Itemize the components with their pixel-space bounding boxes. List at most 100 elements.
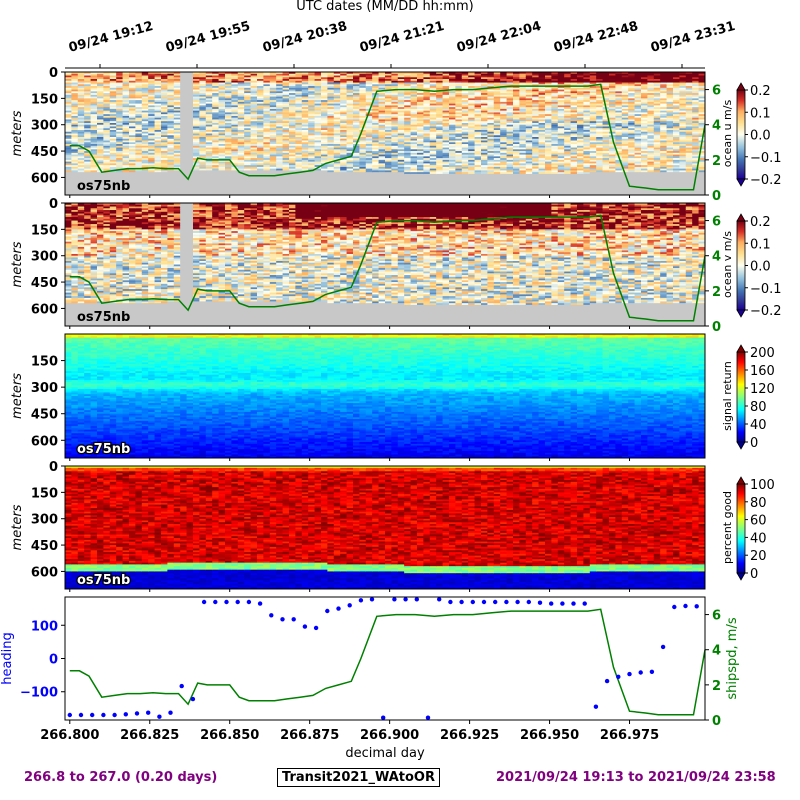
heatmap-cell (346, 72, 354, 75)
heatmap-cell (321, 87, 328, 91)
heatmap-cell (429, 140, 437, 143)
heatmap-cell (493, 135, 501, 138)
heatmap-cell (282, 122, 290, 126)
heatmap-cell (186, 180, 194, 184)
heatmap-cell (65, 144, 72, 147)
heatmap-cell (461, 103, 469, 106)
heatmap-cell (365, 177, 373, 180)
heatmap-cell (289, 170, 296, 173)
heatmap-cell (365, 131, 373, 135)
heatmap-cell (372, 168, 380, 171)
heatmap-cell (122, 189, 130, 193)
heatmap-cell (359, 129, 367, 133)
heatmap-cell (359, 138, 367, 142)
heatmap-cell (493, 103, 501, 106)
heatmap-cell (295, 128, 303, 131)
heatmap-cell (97, 135, 104, 138)
heatmap-cell (116, 77, 124, 80)
heatmap-cell (135, 73, 143, 77)
heatmap-cell (122, 191, 130, 194)
heatmap-cell (237, 72, 245, 75)
heatmap-cell (295, 72, 303, 75)
heatmap-cell (455, 73, 463, 77)
heatmap-cell (173, 182, 181, 186)
heatmap-cell (116, 94, 124, 98)
heatmap-cell (173, 124, 181, 128)
heatmap-cell (513, 193, 520, 195)
heatmap-cell (436, 94, 444, 98)
heatmap-cell (180, 129, 188, 133)
heatmap-cell (129, 89, 136, 92)
heatmap-cell (321, 159, 328, 163)
heatmap-cell (429, 138, 437, 142)
heatmap-cell (218, 108, 226, 112)
heatmap-cell (141, 138, 149, 142)
heatmap-cell (404, 72, 412, 75)
heatmap-cell (314, 180, 322, 184)
heatmap-cell (308, 145, 316, 149)
heatmap-cell (231, 96, 239, 99)
heatmap-cell (513, 170, 520, 173)
heatmap-cell (109, 80, 117, 84)
heatmap-cell (141, 122, 149, 126)
heatmap-cell (289, 156, 296, 159)
heatmap-cell (103, 100, 111, 103)
heatmap-cell (442, 187, 450, 191)
heatmap-cell (455, 126, 463, 129)
heatmap-cell (263, 128, 271, 131)
heatmap-cell (506, 175, 514, 179)
heatmap-cell (378, 119, 386, 122)
heatmap-cell (346, 86, 354, 89)
heatmap-cell (173, 82, 181, 85)
heatmap-cell (218, 112, 226, 115)
heatmap-cell (314, 186, 322, 189)
heatmap-cell (116, 96, 124, 99)
heatmap-cell (199, 189, 207, 193)
heatmap-cell (308, 84, 316, 87)
heatmap-cell (122, 156, 130, 159)
heatmap-cell (314, 182, 322, 186)
heatmap-cell (321, 79, 328, 82)
heatmap-cell (97, 156, 104, 159)
heatmap-cell (372, 184, 380, 187)
heatmap-cell (436, 145, 444, 149)
heatmap-cell (103, 140, 111, 143)
heatmap-cell (333, 154, 341, 157)
heatmap-cell (385, 145, 392, 149)
heatmap-cell (244, 103, 252, 106)
heatmap-cell (314, 175, 322, 179)
heatmap-cell (199, 168, 207, 171)
heatmap-cell (148, 179, 156, 182)
heatmap-cell (359, 182, 367, 186)
heatmap-cell (340, 100, 348, 103)
heatmap-cell (455, 152, 463, 156)
heatmap-cell (308, 154, 316, 157)
heatmap-cell (314, 94, 322, 98)
heatmap-cell (237, 100, 245, 103)
heatmap-cell (378, 189, 386, 193)
heatmap-cell (474, 128, 482, 131)
heatmap-cell (513, 149, 520, 152)
heatmap-cell (109, 173, 117, 177)
heatmap-cell (148, 159, 156, 163)
heatmap-cell (122, 158, 130, 161)
heatmap-cell (173, 86, 181, 89)
heatmap-cell (327, 121, 335, 124)
heatmap-cell (461, 158, 469, 161)
heatmap-cell (65, 170, 72, 173)
heatmap-cell (276, 89, 284, 92)
heatmap-cell (71, 82, 79, 85)
heatmap-cell (199, 103, 207, 106)
heatmap-cell (103, 129, 111, 133)
heatmap-cell (493, 128, 501, 131)
heatmap-cell (404, 119, 412, 122)
heatmap-cell (468, 145, 476, 149)
heatmap-cell (180, 98, 188, 101)
heatmap-cell (314, 184, 322, 187)
heatmap-cell (103, 77, 111, 80)
heatmap-cell (308, 131, 316, 135)
heatmap-cell (122, 168, 130, 171)
heatmap-cell (161, 156, 168, 159)
heatmap-cell (333, 87, 341, 91)
heatmap-cell (161, 91, 168, 94)
